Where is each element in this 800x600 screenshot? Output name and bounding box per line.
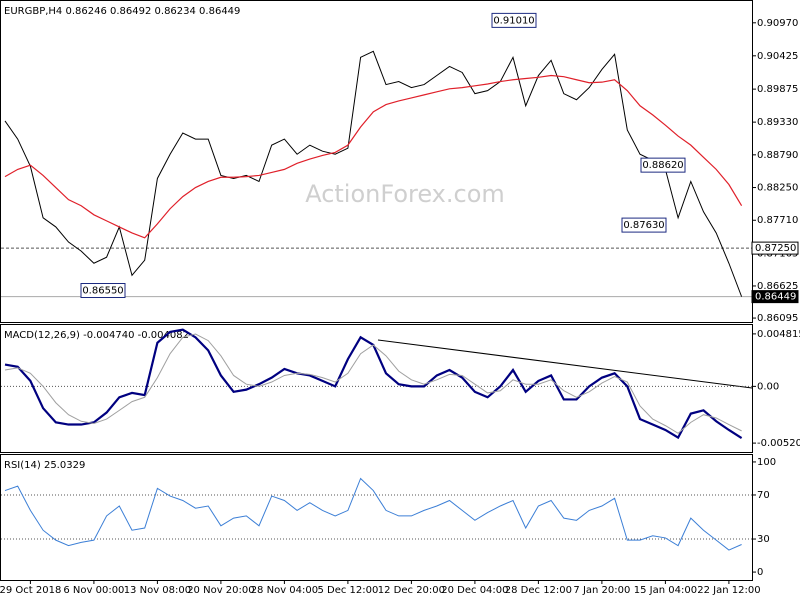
y-tick-label: 0.90425 — [757, 51, 798, 62]
y-tick-label: 0 — [757, 567, 763, 578]
x-tick-label: 15 Jan 04:00 — [634, 585, 697, 596]
y-tick-label: 0.90970 — [757, 18, 798, 29]
x-tick-label: 12 Dec 20:00 — [378, 585, 445, 596]
y-tick-label: 30 — [757, 534, 770, 545]
x-tick-label: 7 Jan 20:00 — [573, 585, 630, 596]
series-line — [4, 333, 742, 434]
annotation-box — [491, 12, 537, 28]
x-tick-label: 29 Oct 2018 — [0, 585, 61, 596]
annotation-label: 0.91010 — [493, 15, 534, 26]
panel-title: MACD(12,26,9) -0.004740 -0.004082 — [4, 330, 189, 341]
annotation-label: 0.87630 — [623, 220, 664, 231]
x-tick-label: 6 Nov 00:00 — [63, 585, 124, 596]
y-tick-label: 0.88250 — [757, 183, 798, 194]
macd-panel — [0, 324, 753, 453]
y-tick-label: 0.004815 — [757, 329, 800, 340]
series-line — [4, 50, 743, 297]
y-tick-label: 0.00 — [757, 381, 779, 392]
x-tick-label: 13 Nov 08:00 — [124, 585, 191, 596]
y-tick-label: 0.89875 — [757, 84, 798, 95]
annotation-label: 0.88620 — [642, 160, 683, 171]
x-tick-label: 20 Nov 20:00 — [187, 585, 254, 596]
y-tick-label: 0.86625 — [757, 281, 798, 292]
watermark: ActionForex.com — [305, 180, 505, 208]
annotation-label: 0.86550 — [82, 286, 123, 297]
x-tick-label: 28 Nov 04:00 — [251, 585, 318, 596]
y-tick-label: 0.89330 — [757, 117, 798, 128]
panel-title: RSI(14) 25.0329 — [4, 460, 85, 471]
series-line — [4, 74, 743, 239]
y-tick-label: 0.87710 — [757, 215, 798, 226]
level-box — [751, 290, 799, 304]
level-box — [751, 241, 799, 255]
annotation-box — [640, 157, 686, 173]
y-tick-label: 100 — [757, 457, 776, 468]
rsi-panel — [0, 454, 753, 581]
x-tick-label: 5 Dec 12:00 — [317, 585, 378, 596]
x-tick-label: 20 Dec 04:00 — [441, 585, 508, 596]
y-tick-label: -0.005204 — [757, 438, 800, 449]
trend-line — [377, 339, 753, 389]
level-label: 0.87250 — [755, 243, 796, 254]
x-tick-label: 28 Dec 12:00 — [505, 585, 572, 596]
y-tick-label: 0.88790 — [757, 150, 798, 161]
y-tick-label: 70 — [757, 490, 770, 501]
annotation-box — [80, 283, 126, 299]
panel-title: EURGBP,H4 0.86246 0.86492 0.86234 0.8644… — [4, 6, 240, 17]
series-line — [4, 477, 742, 551]
x-tick-label: 22 Jan 12:00 — [697, 585, 760, 596]
y-tick-label: 0.86095 — [757, 313, 798, 324]
level-label: 0.86449 — [755, 292, 796, 303]
price-panel — [0, 0, 753, 323]
annotation-box — [621, 217, 667, 233]
